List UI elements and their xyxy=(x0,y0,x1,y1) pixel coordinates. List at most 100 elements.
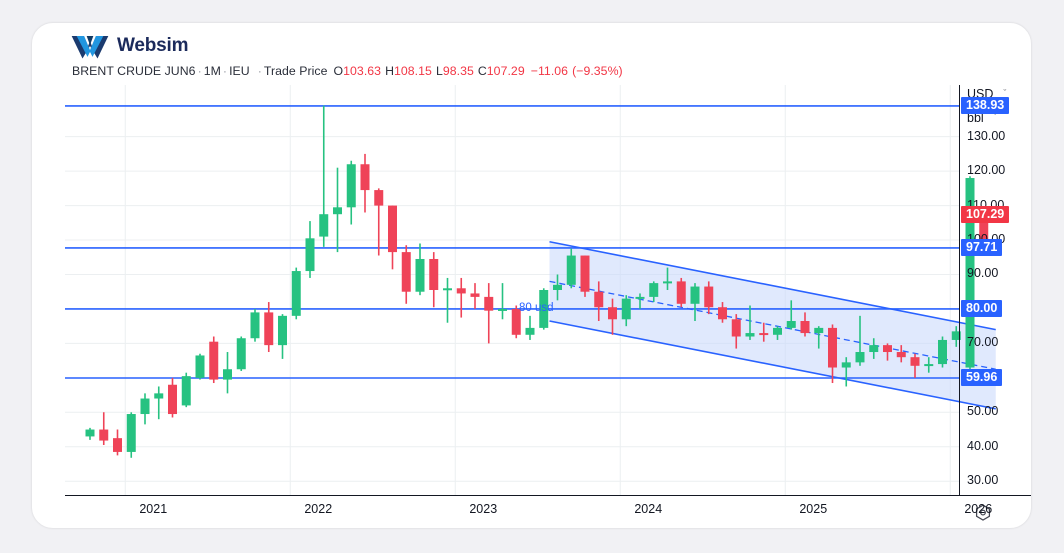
candle-body xyxy=(979,214,989,246)
unit-label: bbl xyxy=(967,111,984,125)
candle-body xyxy=(346,164,356,208)
horizontal-line-label: 80 usd xyxy=(519,301,554,314)
price-tick: 50.00 xyxy=(967,404,999,419)
candle-body xyxy=(264,312,274,346)
price-badge-blue[interactable]: 97.71 xyxy=(961,238,1003,256)
price-tick: 40.00 xyxy=(967,438,999,453)
price-scale-separator xyxy=(959,85,960,495)
candle-body xyxy=(305,238,315,272)
candle-body xyxy=(841,362,851,368)
candle-body xyxy=(951,331,961,340)
price-tick: 30.00 xyxy=(967,473,999,488)
candle-body xyxy=(319,214,329,237)
legend-interval[interactable]: 1M xyxy=(203,64,221,78)
candle-body xyxy=(498,308,507,311)
candle-body xyxy=(278,315,287,346)
candle-body xyxy=(828,327,837,368)
candle-body xyxy=(938,339,947,365)
candle-body xyxy=(388,205,397,253)
candle-body xyxy=(594,291,604,308)
candle-body xyxy=(209,341,219,380)
candle-body xyxy=(85,429,95,437)
legend-high-label: H xyxy=(385,64,395,78)
candle-body xyxy=(608,307,617,320)
candle-body xyxy=(525,327,535,335)
legend-high-value: 108.15 xyxy=(394,64,432,78)
time-tick-2022: 2022 xyxy=(304,502,333,516)
candle-body xyxy=(731,319,741,337)
candle-body xyxy=(140,398,150,415)
price-tick: 70.00 xyxy=(967,335,999,350)
brand-name: Websim xyxy=(117,35,189,56)
candle-body xyxy=(896,352,906,358)
candle-body xyxy=(786,321,796,328)
candle-body xyxy=(621,298,631,320)
time-tick-2026: 2026 xyxy=(964,502,993,516)
hex-settings-icon[interactable] xyxy=(973,503,993,523)
unit-selector[interactable]: bbl ˇ xyxy=(967,111,997,125)
chart-plot-area[interactable]: 80 usd xyxy=(32,85,1031,528)
time-tick-2025: 2025 xyxy=(799,502,828,516)
candle-body xyxy=(965,178,975,368)
candle-body xyxy=(910,357,920,366)
candle-body xyxy=(223,369,232,380)
candle-body xyxy=(99,429,109,441)
legend-exchange: IEU xyxy=(229,64,250,78)
parallel-channel-fill xyxy=(549,241,996,409)
candle-body xyxy=(759,333,769,336)
candle-body xyxy=(676,281,686,304)
channel-median-line xyxy=(549,280,996,370)
chart-legend[interactable]: BRENT CRUDE JUN6 · 1M · IEU · Trade Price O103.… xyxy=(72,64,623,78)
candlestick-svg[interactable] xyxy=(32,85,1031,528)
candle-body xyxy=(181,376,191,406)
candle-body xyxy=(360,164,370,191)
candle-body xyxy=(113,438,122,452)
price-badge-blue[interactable]: 80.00 xyxy=(961,299,1003,317)
price-badge-blue[interactable]: 138.93 xyxy=(961,96,1010,114)
legend-low-value: 98.35 xyxy=(442,64,474,78)
candle-body xyxy=(236,338,246,370)
legend-symbol[interactable]: BRENT CRUDE JUN6 xyxy=(72,64,196,78)
candle-body xyxy=(663,281,672,284)
candle-body xyxy=(814,327,824,334)
candle-body xyxy=(924,364,934,367)
candle-body xyxy=(401,252,411,292)
candle-body xyxy=(635,296,645,299)
candle-body xyxy=(718,307,727,320)
candle-body xyxy=(883,345,892,353)
legend-change-pct: (−9.35%) xyxy=(572,64,623,78)
chevron-down-icon-2: ˇ xyxy=(993,112,997,122)
brand[interactable]: Websim xyxy=(70,31,189,61)
time-tick-2021: 2021 xyxy=(139,502,168,516)
candle-body xyxy=(154,393,164,399)
legend-change-abs: −11.06 xyxy=(530,64,569,78)
candle-body xyxy=(580,255,590,292)
legend-series-type: Trade Price xyxy=(263,64,328,78)
candle-body xyxy=(456,288,466,294)
legend-sep-1: · xyxy=(197,64,202,78)
candle-body xyxy=(566,255,576,285)
candle-body xyxy=(773,327,782,335)
candle-body xyxy=(649,283,659,297)
candle-body xyxy=(869,345,879,353)
time-scale-border xyxy=(65,495,959,496)
candle-body xyxy=(374,190,384,206)
candle-body xyxy=(415,258,425,292)
price-scale[interactable]: USD ˇ bbl ˇ 130.00120.00110.00100.0090.0… xyxy=(959,85,1031,528)
time-tick-2023: 2023 xyxy=(469,502,498,516)
candle-body xyxy=(800,321,810,334)
candle-body xyxy=(690,286,700,304)
price-tick: 90.00 xyxy=(967,266,999,281)
candle-body xyxy=(745,333,755,337)
channel-upper-line xyxy=(549,240,996,331)
candle-body xyxy=(333,207,342,215)
price-badge-blue[interactable]: 59.96 xyxy=(961,368,1003,386)
time-tick-2024: 2024 xyxy=(634,502,663,516)
price-badge-red[interactable]: 107.29 xyxy=(961,205,1010,223)
legend-close-label: C xyxy=(477,64,487,78)
time-scale[interactable]: 2021 2022 2023 2024 2025 2026 xyxy=(32,495,1031,528)
legend-sep-3: · xyxy=(257,64,262,78)
candle-body xyxy=(855,352,865,363)
price-scale-bottom-border xyxy=(959,495,1031,496)
